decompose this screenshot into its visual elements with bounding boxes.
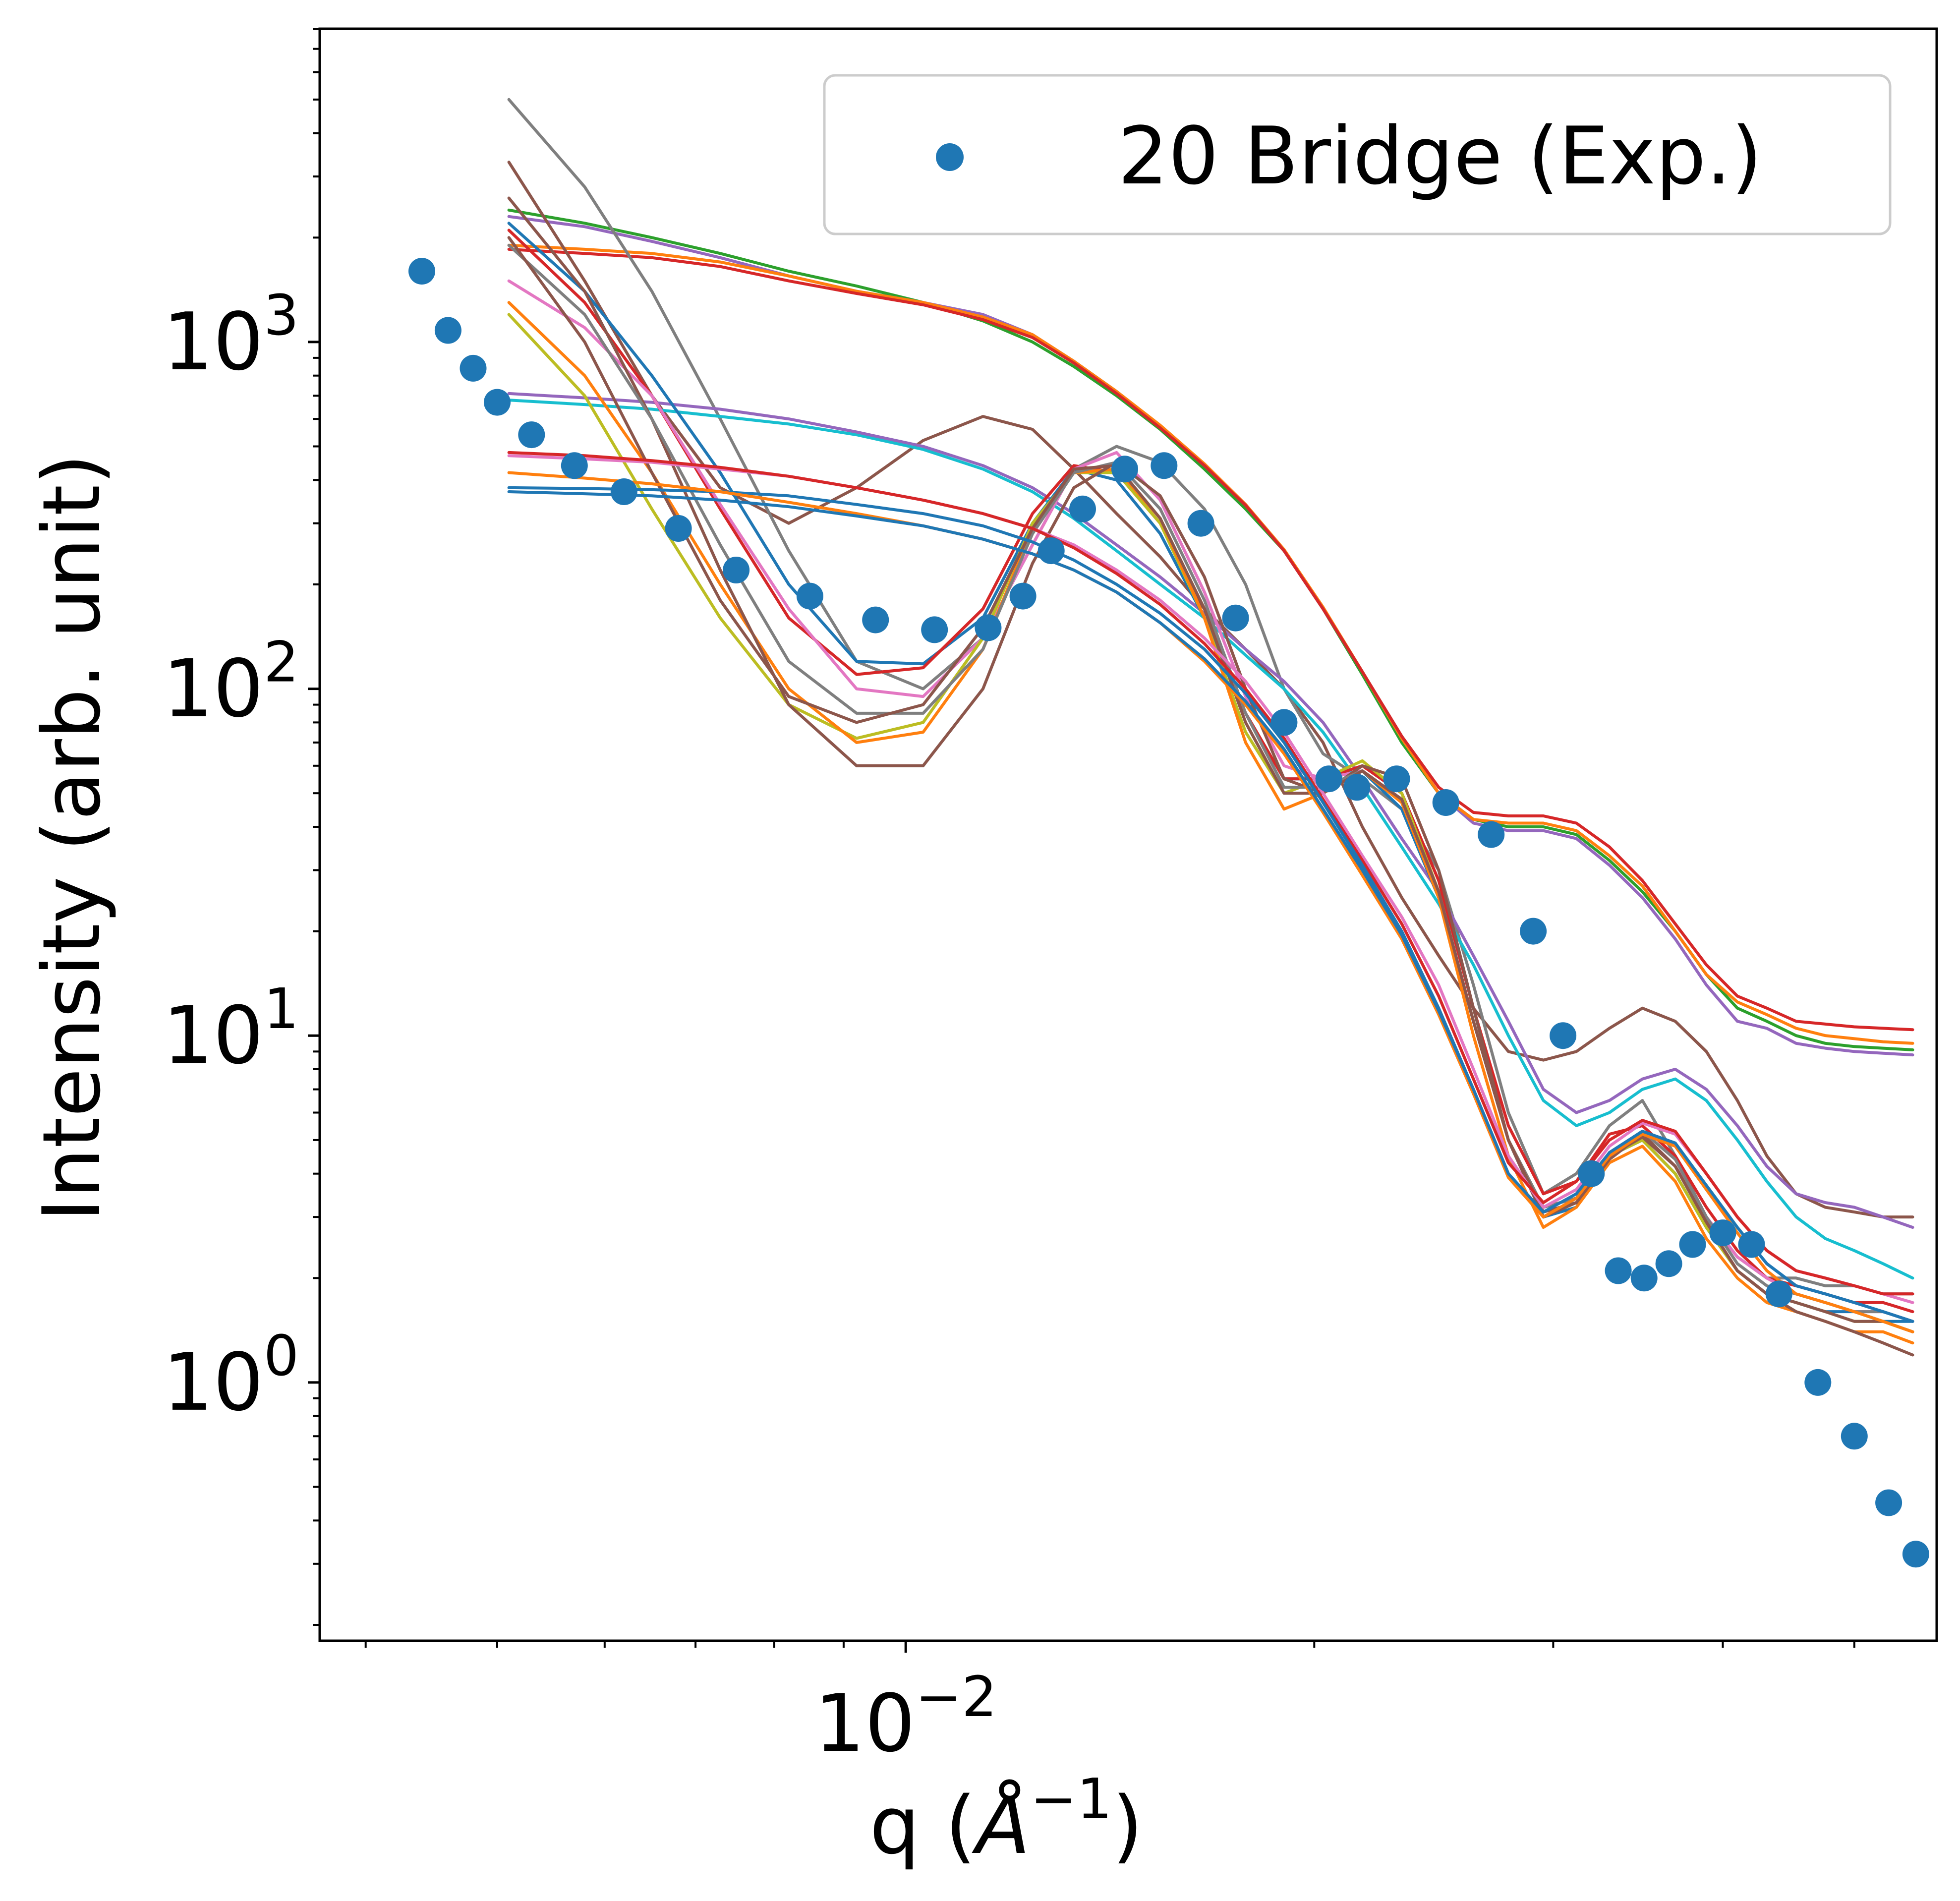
experimental-point	[665, 515, 692, 542]
experimental-point	[1222, 604, 1249, 632]
axes-frame	[318, 27, 1938, 1642]
experimental-point	[1605, 1257, 1632, 1284]
y-axis-ticks: 100 101 102 103	[163, 28, 320, 1626]
experimental-point	[1069, 495, 1096, 522]
experimental-point	[1841, 1423, 1868, 1450]
experimental-point	[1187, 510, 1214, 537]
legend-label-experimental: 20 Bridge (Exp.)	[1118, 110, 1762, 202]
experimental-point	[1709, 1219, 1736, 1247]
experimental-point	[1630, 1265, 1658, 1292]
experimental-point	[484, 389, 511, 416]
legend: 20 Bridge (Exp.)	[823, 74, 1892, 235]
experimental-point	[1383, 765, 1410, 793]
experimental-point	[1804, 1369, 1832, 1396]
legend-marker-experimental	[936, 143, 964, 171]
experimental-point	[1009, 582, 1037, 610]
simulation-line-7	[507, 399, 1914, 1280]
x-axis-label: q (Å−1)	[869, 1767, 1143, 1872]
experimental-point	[518, 421, 545, 449]
y-tick-label: 100	[163, 1324, 299, 1429]
simulation-line-8	[507, 392, 1914, 1229]
experimental-point	[561, 452, 588, 479]
experimental-point	[1315, 765, 1342, 793]
simulation-line-4	[507, 247, 1914, 1032]
experimental-point	[1270, 709, 1298, 736]
experimental-point	[975, 614, 1002, 641]
y-tick-label: 101	[163, 977, 299, 1082]
simulation-line-10	[507, 229, 1914, 1314]
y-axis-label: Intensity (arb. unit)	[25, 454, 118, 1221]
experimental-point	[1520, 918, 1547, 945]
simulation-line-5	[507, 161, 1914, 1219]
x-tick-label: 10−2	[814, 1665, 997, 1770]
experimental-point	[1432, 789, 1459, 816]
experimental-point	[796, 582, 823, 610]
legend-frame	[823, 74, 1892, 235]
experimental-point	[1578, 1160, 1605, 1187]
x-axis-label-close: )	[1112, 1779, 1143, 1872]
experimental-point	[921, 616, 948, 643]
experimental-point	[610, 478, 637, 505]
y-tick-label: 103	[163, 284, 299, 388]
experimental-point	[1875, 1489, 1902, 1516]
x-axis-label-unit: Å	[972, 1779, 1030, 1872]
experimental-point	[1343, 774, 1371, 801]
y-tick-label: 102	[163, 631, 299, 735]
experimental-point	[723, 557, 750, 583]
experimental-point	[1738, 1231, 1765, 1258]
experimental-point	[460, 354, 487, 382]
experimental-point	[1765, 1280, 1792, 1308]
experimental-point	[1550, 1022, 1577, 1049]
experimental-point	[1679, 1231, 1706, 1258]
simulation-line-1	[507, 208, 1914, 1051]
experimental-point	[1902, 1541, 1929, 1568]
x-axis-ticks: 10−2	[364, 1641, 1855, 1770]
x-axis-label-main: q (	[869, 1779, 976, 1872]
experimental-point	[434, 317, 461, 344]
experimental-point	[1111, 456, 1138, 483]
experimental-point	[1655, 1250, 1682, 1277]
experimental-point	[408, 258, 435, 285]
simulation-line-16	[507, 236, 1914, 1333]
experimental-point	[1038, 537, 1065, 565]
experimental-point	[862, 606, 889, 634]
experimental-layer	[408, 258, 1929, 1568]
experimental-point	[1151, 452, 1178, 479]
experimental-point	[1478, 821, 1505, 848]
x-axis-label-exponent: −1	[1030, 1767, 1112, 1832]
